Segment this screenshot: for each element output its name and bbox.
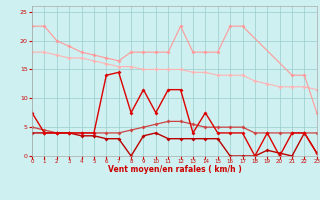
X-axis label: Vent moyen/en rafales ( km/h ): Vent moyen/en rafales ( km/h ): [108, 165, 241, 174]
